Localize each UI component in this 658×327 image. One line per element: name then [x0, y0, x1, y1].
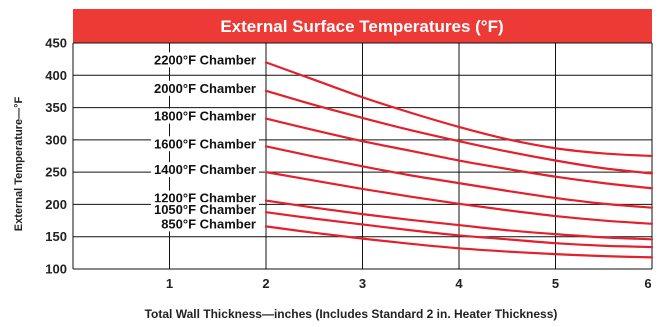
- x-tick-label: 4: [455, 276, 463, 291]
- series-label: 1050°F Chamber: [154, 202, 256, 217]
- chart-title: External Surface Temperatures (°F): [220, 17, 503, 36]
- x-tick-label: 5: [552, 276, 559, 291]
- series-label: 1600°F Chamber: [154, 136, 256, 151]
- series-label-background: [150, 202, 259, 218]
- x-tick-label: 1: [166, 276, 173, 291]
- x-tick-label: 6: [644, 276, 651, 291]
- x-tick-label: 2: [262, 276, 269, 291]
- y-tick-label: 400: [45, 68, 67, 83]
- series-line: [264, 145, 654, 209]
- series-label: 2200°F Chamber: [154, 52, 256, 67]
- series-label-background: [150, 136, 259, 152]
- series-line: [264, 61, 654, 158]
- x-tick-label: 3: [359, 276, 366, 291]
- series-lines: [264, 61, 654, 259]
- series-label-background: [150, 162, 259, 178]
- y-tick-label: 300: [45, 132, 67, 147]
- series-label: 850°F Chamber: [161, 216, 256, 231]
- y-tick-label: 350: [45, 100, 67, 115]
- series-labels: 2200°F Chamber 2000°F Chamber 1800°F Chamb…: [150, 52, 259, 232]
- axis-ticks: 100 150 200 250 300 350 400 450 1 2 3 4 5 6: [45, 36, 651, 292]
- series-label: 1200°F Chamber: [154, 191, 256, 206]
- series-label-background: [150, 108, 259, 124]
- y-tick-label: 200: [45, 197, 67, 212]
- y-tick-label: 250: [45, 165, 67, 180]
- series-label-background: [158, 216, 259, 232]
- x-axis-label: Total Wall Thickness—inches (Includes St…: [145, 307, 558, 321]
- series-line: [264, 171, 654, 225]
- y-axis-label: External Temperature—°F: [13, 97, 25, 232]
- series-label-background: [150, 80, 259, 96]
- series-line: [264, 117, 654, 190]
- series-label: 1800°F Chamber: [154, 109, 256, 124]
- series-line: [264, 211, 654, 249]
- chart-title-bar: External Surface Temperatures (°F): [73, 9, 652, 43]
- series-label-background: [150, 190, 259, 206]
- y-tick-label: 150: [45, 229, 67, 244]
- y-tick-label: 100: [45, 262, 67, 277]
- y-tick-label: 450: [45, 36, 67, 51]
- series-line: [264, 199, 654, 241]
- series-line: [264, 225, 654, 259]
- series-label: 1400°F Chamber: [154, 162, 256, 177]
- series-label-background: [150, 52, 259, 68]
- series-label: 2000°F Chamber: [154, 81, 256, 96]
- title-bar-background: [73, 9, 652, 43]
- series-line: [264, 89, 654, 175]
